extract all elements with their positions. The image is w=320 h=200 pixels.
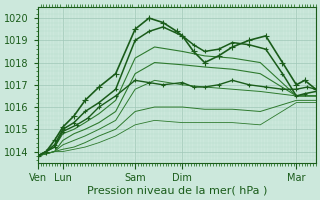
X-axis label: Pression niveau de la mer( hPa ): Pression niveau de la mer( hPa ) (87, 186, 267, 196)
